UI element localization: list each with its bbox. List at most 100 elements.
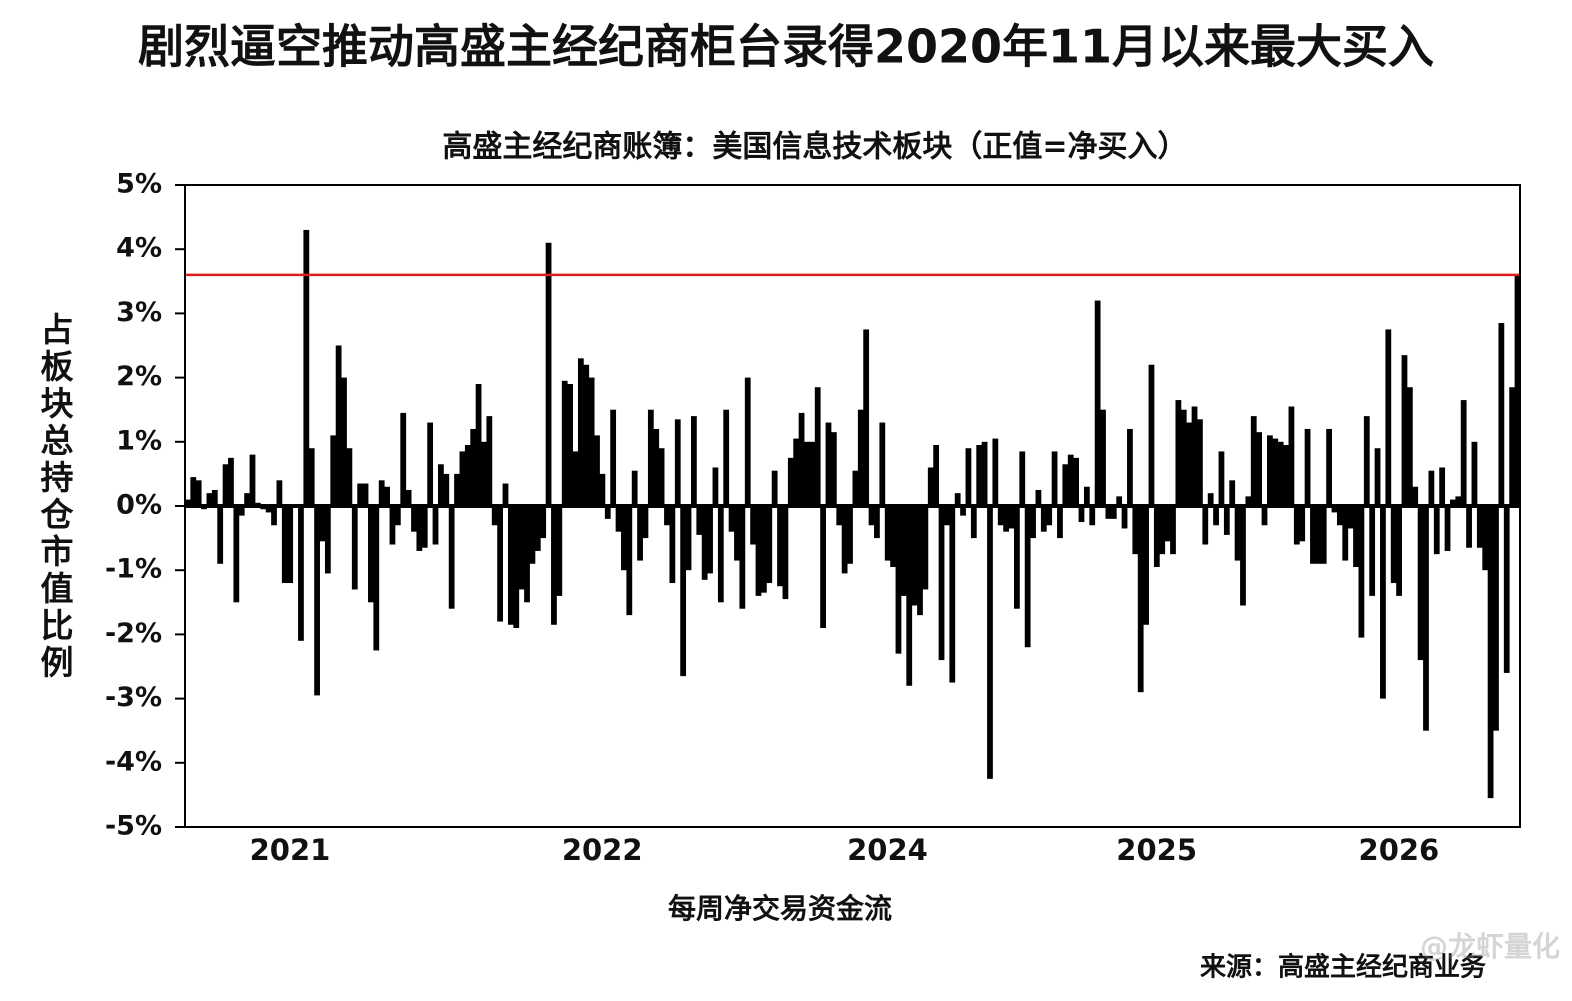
bar [1040,506,1047,532]
bar [615,506,622,532]
bar [1170,506,1176,555]
bar [211,489,218,506]
bar [481,441,487,506]
bar [987,506,993,779]
bar [604,506,611,519]
bar [1390,506,1397,584]
bar [1153,506,1160,567]
x-tick-label: 2025 [1116,833,1197,867]
bar [594,435,600,506]
bar [416,506,423,551]
bar [298,506,304,641]
bar [1380,506,1386,699]
bar [1132,506,1139,555]
bar [497,506,504,622]
bar [820,506,826,628]
y-tick-label: 0% [116,490,162,521]
x-tick-label: 2022 [562,833,643,867]
bar [787,457,794,506]
bar [777,506,783,587]
bar [1008,506,1015,529]
bar [809,441,816,506]
bar [1186,422,1193,506]
bar [658,448,665,506]
bar [1466,506,1472,548]
bar [1417,506,1424,661]
bar [545,242,552,506]
bar [884,506,891,561]
bar [664,506,670,526]
bar [346,448,353,506]
bar [486,416,493,506]
bar [1051,451,1058,506]
bar [1315,506,1322,564]
bar [556,506,563,596]
bar [1487,506,1494,799]
bar [276,480,283,506]
bar [680,506,687,677]
x-axis-label: 每周净交易资金流 [668,892,892,925]
bar [782,506,789,600]
bar [1234,506,1241,561]
bar [1013,506,1020,609]
bar [1293,506,1300,545]
bar [944,506,950,526]
bar [1073,457,1079,506]
bar [351,506,358,590]
bar [1331,506,1338,513]
bar [647,409,654,506]
bar [1342,506,1349,561]
bar [685,506,692,571]
bar [960,506,966,516]
bar [1137,506,1144,693]
y-tick-label: 2% [116,361,162,392]
bar [970,506,977,539]
bar [1261,506,1268,526]
bar [335,345,342,506]
bar [1396,506,1402,596]
bar [1197,419,1203,506]
bar [206,493,213,506]
bar [287,506,294,584]
bar [464,445,471,506]
bar [459,451,466,506]
bar [1412,486,1419,506]
bar [1202,506,1209,545]
bar [1369,506,1376,596]
bar [1385,329,1392,506]
bar [1450,499,1456,506]
bar [723,409,730,506]
bar [653,428,660,506]
y-tick-label: 3% [116,297,162,328]
bar [734,506,740,561]
source: 来源：高盛主经纪商业务 [1200,952,1486,983]
bar [1019,451,1026,506]
bar [1024,506,1031,648]
bar [389,506,396,545]
bar [588,377,595,506]
bar [1159,506,1166,555]
bar [1326,428,1332,506]
y-tick-label: 4% [116,233,162,264]
bar [599,473,606,506]
bar [1272,438,1279,506]
bar [1148,364,1155,506]
bar [954,493,961,506]
bar [265,506,272,513]
bar [534,506,541,551]
bar [863,329,870,506]
bar [567,384,573,506]
bar [1100,409,1106,506]
bar [701,506,708,580]
bar [362,483,369,506]
bar [394,506,401,526]
bar [1105,506,1112,519]
bar [314,506,320,696]
bar [1288,406,1295,506]
bar [1433,506,1440,555]
bar [1035,489,1042,506]
bar [1336,506,1343,526]
bar [400,412,407,506]
bar [621,506,627,571]
